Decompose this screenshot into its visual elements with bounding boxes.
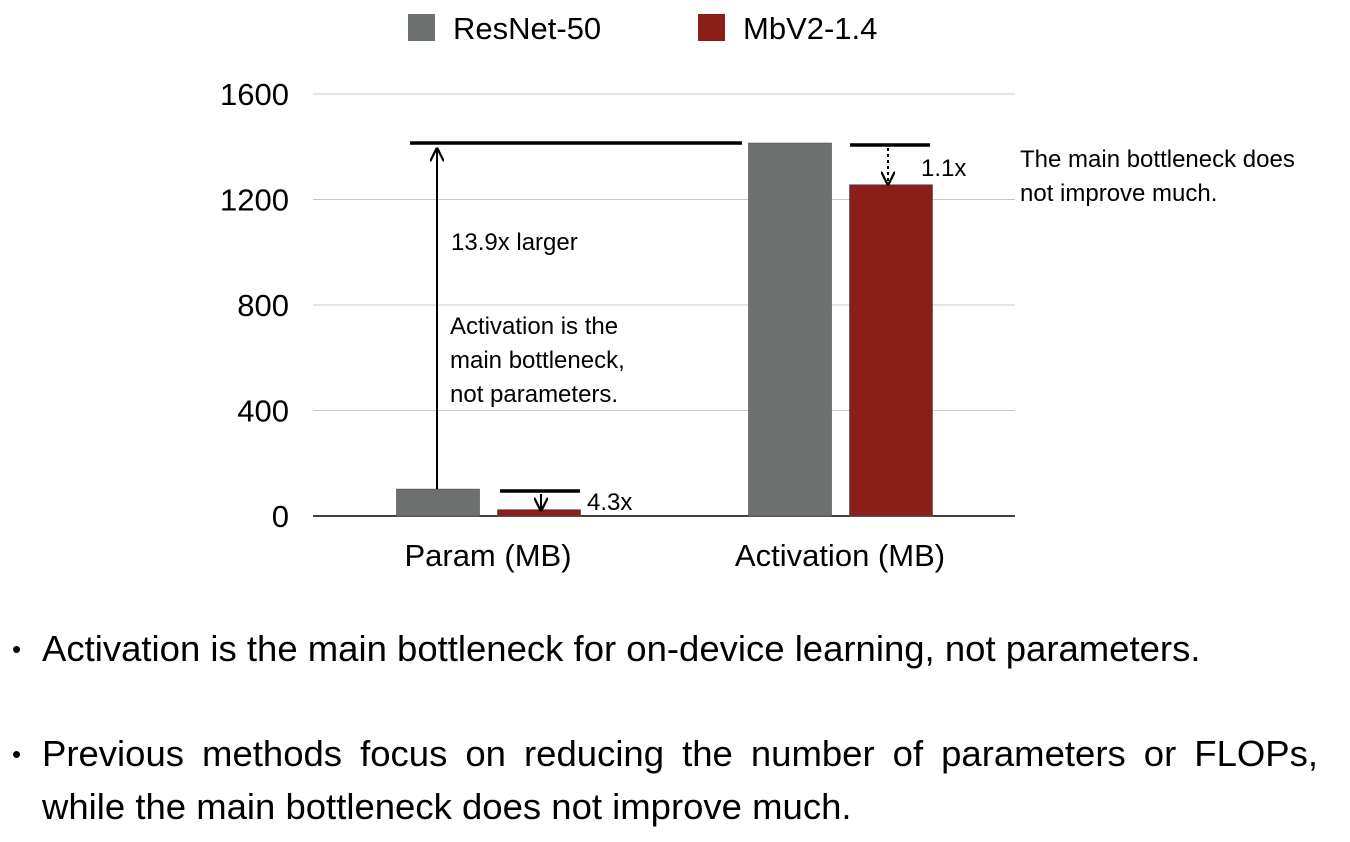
larger-ratio-label: 13.9x larger [451,229,578,256]
annotations: 13.9x larger Activation is the main bott… [410,141,1295,516]
param-ratio-label: 4.3x [587,489,632,516]
bullet-text: Activation is the main bottleneck for on… [42,628,1201,669]
y-tick-label: 1600 [220,77,289,112]
bullet-marker: • [12,634,22,664]
x-category-label: Activation (MB) [735,538,945,573]
bar-resnet-50-1 [748,142,832,517]
bar-chart: ResNet-50 MbV2-1.4 0 400 800 1200 1600 Param… [220,11,1295,573]
legend-label-resnet-50: ResNet-50 [453,11,601,46]
legend-swatch-resnet-50 [408,14,435,41]
bullet-marker: • [12,739,22,769]
x-category-label: Param (MB) [404,538,571,573]
y-tick-label: 800 [237,288,289,323]
y-tick-label: 400 [237,394,289,429]
bar-resnet-50-0 [396,488,480,517]
note-line-3: not parameters. [450,381,618,408]
note-line-2: main bottleneck, [450,347,625,374]
y-axis-ticks: 0 400 800 1200 1600 [220,77,289,534]
side-note-line-2: not improve much. [1020,180,1217,207]
y-tick-label: 1200 [220,183,289,218]
legend-label-mbv2-1-4: MbV2-1.4 [743,11,877,46]
y-tick-label: 0 [272,499,289,534]
legend-swatch-mbv2-1-4 [698,14,725,41]
bar-mbv2-1-4-0 [497,509,581,517]
x-axis-labels: Param (MB) Activation (MB) [404,538,945,573]
side-note-line-1: The main bottleneck does [1020,146,1295,173]
activation-ratio-label: 1.1x [921,155,966,182]
bullet-text: Previous methods focus on reducing the n… [42,733,1318,827]
legend: ResNet-50 MbV2-1.4 [408,11,877,46]
bar-mbv2-1-4-1 [849,184,933,517]
note-line-1: Activation is the [450,313,618,340]
bars [396,142,933,517]
